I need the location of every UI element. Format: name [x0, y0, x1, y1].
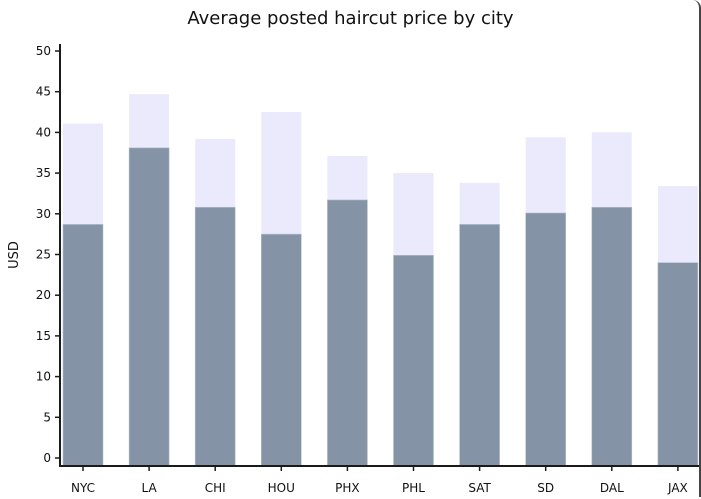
y-tick-label: 45 [36, 85, 51, 99]
y-tick-label: 15 [36, 329, 51, 343]
x-tick-label: SD [537, 481, 554, 495]
bar-lower-sat [459, 224, 500, 467]
y-tick-label: 20 [36, 288, 51, 302]
y-axis-title: USD [7, 241, 22, 269]
y-tick-label: 30 [36, 207, 51, 221]
y-tick-label: 25 [36, 248, 51, 262]
bar-lower-nyc [62, 224, 104, 467]
bar-lower-la [128, 147, 170, 467]
chart-title: Average posted haircut price by city [187, 8, 514, 29]
y-tick-label: 50 [36, 44, 51, 58]
bar-lower-sd [525, 212, 567, 467]
bar-lower-jax [657, 262, 699, 467]
x-tick-label: DAL [600, 481, 624, 495]
x-tick-label: LA [142, 481, 158, 495]
x-tick-label: JAX [667, 481, 688, 495]
x-tick-label: PHX [335, 481, 359, 495]
y-tick-label: 35 [36, 166, 51, 180]
y-tick-label: 5 [43, 410, 51, 424]
bar-lower-chi [194, 206, 236, 467]
bar-lower-dal [591, 206, 633, 467]
y-tick-label: 10 [36, 370, 51, 384]
x-tick-label: PHL [402, 481, 425, 495]
x-tick-label: NYC [71, 481, 95, 495]
x-tick-label: CHI [205, 481, 226, 495]
x-tick-label: SAT [468, 481, 491, 495]
y-axis: 0 5 10 15 20 25 30 35 40 45 50 [36, 44, 61, 466]
bars-group [62, 94, 699, 467]
y-tick-label: 40 [36, 125, 51, 139]
bar-lower-hou [260, 233, 302, 467]
bar-lower-phx [327, 199, 368, 467]
bar-lower-phl [393, 255, 434, 467]
x-axis: NYC LA CHI HOU PHX PHL SAT SD DAL JAX [59, 465, 699, 495]
x-tick-label: HOU [268, 481, 295, 495]
y-tick-label: 0 [43, 451, 51, 465]
